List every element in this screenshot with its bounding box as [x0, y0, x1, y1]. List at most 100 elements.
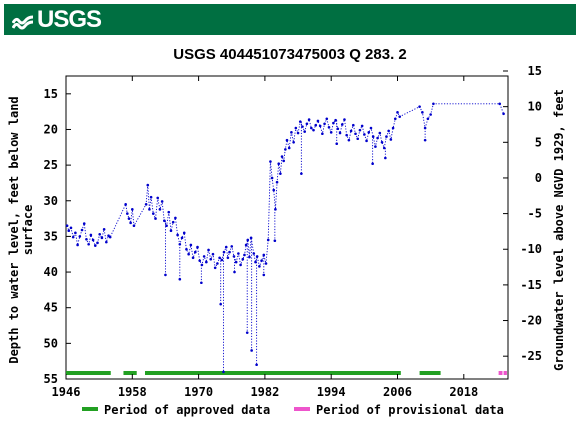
spike-point — [245, 331, 249, 334]
y-left-tick-label: 30 — [44, 194, 58, 208]
data-point — [290, 131, 293, 134]
data-point — [270, 176, 274, 180]
data-point — [336, 127, 340, 131]
data-point — [224, 245, 228, 249]
usgs-wave-icon — [12, 15, 34, 30]
data-point — [318, 124, 322, 128]
spike-point — [273, 239, 277, 242]
usgs-logo-text: USGS — [37, 6, 102, 33]
data-point — [502, 112, 505, 116]
data-point — [226, 256, 230, 260]
data-point — [176, 233, 179, 237]
data-point — [108, 235, 112, 239]
data-point — [209, 257, 213, 261]
data-point — [285, 138, 289, 142]
data-point — [67, 229, 71, 233]
data-point — [65, 224, 69, 228]
data-point — [327, 126, 331, 129]
data-point — [282, 159, 285, 163]
y-right-tick-label: 15 — [528, 64, 542, 78]
data-point — [167, 210, 171, 214]
y-left-tick-label: 25 — [44, 158, 58, 172]
y-right-tick-label: -5 — [528, 207, 542, 221]
y-axis-left: 15 20 25 30 35 40 45 50 55 — [44, 87, 71, 386]
data-point — [144, 203, 148, 206]
plot-frame — [65, 75, 509, 380]
data-point — [365, 139, 368, 143]
data-point — [129, 221, 132, 225]
x-axis: 1946 1958 1970 1982 1994 2006 2018 — [52, 76, 478, 399]
data-point — [91, 238, 95, 242]
data-point — [156, 196, 160, 200]
data-point — [338, 131, 342, 135]
y-left-tick-label: 40 — [44, 265, 58, 279]
data-point — [498, 102, 502, 106]
legend-provisional-swatch — [294, 407, 310, 411]
x-tick-label: 1958 — [118, 385, 147, 399]
series-line — [66, 103, 505, 270]
data-point — [312, 128, 315, 132]
data-point — [93, 244, 97, 247]
data-point — [292, 141, 295, 144]
legend-provisional-label: Period of provisional data — [316, 403, 504, 417]
x-tick-label: 1982 — [250, 385, 279, 399]
data-point — [284, 148, 287, 151]
data-point — [228, 250, 231, 254]
data-point — [98, 232, 102, 236]
data-point — [151, 212, 155, 215]
data-point — [76, 243, 79, 247]
data-point — [82, 222, 86, 225]
approved-period-bars — [66, 371, 441, 375]
data-point — [127, 217, 131, 220]
data-point — [277, 162, 281, 165]
data-point — [216, 262, 219, 265]
data-point — [218, 256, 221, 260]
y-left-tick-label: 55 — [44, 372, 58, 386]
provisional-period-bar — [503, 371, 507, 375]
data-point — [243, 253, 246, 257]
data-point — [307, 118, 311, 121]
data-point — [131, 208, 134, 211]
data-point — [396, 111, 399, 114]
data-point — [385, 135, 388, 138]
data-point — [207, 248, 210, 252]
data-point — [393, 117, 397, 121]
usgs-logo[interactable]: USGS — [12, 6, 102, 33]
data-point — [298, 120, 302, 123]
y-axis-right-label: Groundwater level above NGVD 1929, feet — [552, 89, 566, 371]
data-point — [310, 126, 313, 130]
data-point — [354, 132, 357, 136]
x-tick-label: 1994 — [317, 385, 346, 399]
y-left-tick-label: 45 — [44, 301, 58, 315]
data-point — [244, 243, 248, 247]
approved-period-bar — [123, 371, 137, 375]
data-point — [146, 183, 150, 187]
data-point — [169, 229, 173, 233]
data-point — [126, 212, 129, 215]
y-left-tick-label: 20 — [44, 122, 58, 136]
chart-title: USGS 404451073475003 Q 283. 2 — [173, 46, 407, 63]
data-point — [287, 146, 291, 150]
y-right-tick-label: 0 — [535, 171, 542, 185]
data-point — [303, 130, 306, 133]
data-point — [230, 245, 234, 248]
data-point — [343, 118, 346, 121]
data-point — [378, 131, 382, 135]
y-right-tick-label: -20 — [520, 314, 542, 328]
y-right-tick-label: 5 — [535, 135, 542, 149]
data-point — [74, 231, 77, 235]
data-point — [220, 258, 224, 262]
spike-point — [250, 349, 253, 352]
data-point — [352, 123, 355, 127]
data-point — [165, 224, 168, 228]
data-point — [100, 236, 104, 240]
data-point — [305, 122, 309, 126]
spike-point — [300, 172, 303, 175]
x-tick-label: 2006 — [383, 385, 412, 399]
data-point — [171, 220, 175, 224]
data-point — [96, 241, 99, 245]
usgs-header-bar: USGS — [4, 4, 576, 35]
spike-point — [219, 302, 222, 306]
data-point — [182, 231, 186, 235]
data-point — [358, 128, 362, 132]
